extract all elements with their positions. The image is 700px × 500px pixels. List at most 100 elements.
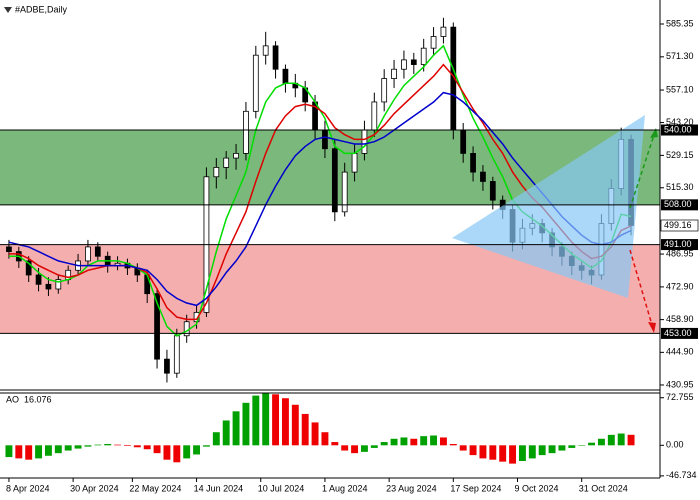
candle-body bbox=[45, 283, 52, 290]
chart-title: #ADBE,Daily bbox=[15, 4, 68, 14]
candle-body bbox=[223, 157, 230, 168]
candle-body bbox=[55, 279, 62, 290]
x-tick-label: 1 Aug 2024 bbox=[322, 483, 368, 493]
candle-body bbox=[213, 167, 220, 178]
y-tick-label: 72.755 bbox=[666, 392, 694, 402]
x-tick-label: 31 Oct 2024 bbox=[579, 483, 628, 493]
ao-bar bbox=[578, 445, 586, 446]
level-label-box bbox=[661, 199, 698, 211]
down-arrow bbox=[629, 249, 653, 326]
ao-bar bbox=[183, 445, 191, 459]
candle-body bbox=[322, 129, 328, 150]
x-tick-label: 14 Jun 2024 bbox=[194, 483, 244, 493]
ao-bar bbox=[163, 445, 171, 460]
ao-bar bbox=[331, 442, 339, 446]
ao-bar bbox=[400, 437, 408, 446]
ao-bar bbox=[212, 432, 220, 446]
ao-bar bbox=[133, 445, 141, 448]
ao-bar bbox=[410, 438, 418, 446]
candle-body bbox=[94, 246, 101, 257]
ao-bar bbox=[44, 445, 52, 456]
ao-bar bbox=[568, 445, 576, 448]
ao-bar bbox=[588, 442, 596, 446]
ao-bar bbox=[469, 445, 477, 456]
candle-body bbox=[381, 78, 388, 103]
candle-body bbox=[489, 181, 496, 201]
ao-bar bbox=[538, 445, 546, 456]
x-tick-label: 10 Jul 2024 bbox=[258, 483, 305, 493]
ao-bar bbox=[143, 445, 151, 450]
ao-bar bbox=[380, 442, 388, 446]
ao-bar bbox=[64, 445, 72, 451]
candle-body bbox=[331, 148, 338, 213]
candle-body bbox=[173, 335, 180, 374]
candle-body bbox=[164, 358, 170, 374]
ao-bar bbox=[173, 445, 181, 463]
ao-bar bbox=[548, 445, 556, 454]
ao-bar bbox=[114, 444, 122, 446]
ao-bar bbox=[489, 445, 497, 460]
ao-bar bbox=[370, 445, 378, 448]
candle-body bbox=[371, 101, 378, 131]
ao-bar bbox=[430, 435, 438, 446]
level-label-box bbox=[661, 239, 698, 251]
candle-body bbox=[35, 274, 42, 285]
candle-body bbox=[25, 260, 32, 276]
ao-bar bbox=[54, 445, 62, 454]
ao-bar bbox=[193, 445, 201, 455]
candle-body bbox=[233, 152, 239, 159]
ao-bar bbox=[351, 445, 359, 454]
x-tick-label: 22 May 2024 bbox=[129, 483, 181, 493]
y-tick-label: 571.30 bbox=[666, 51, 694, 61]
candle-body bbox=[243, 110, 249, 154]
triangle-pattern bbox=[452, 115, 645, 298]
candle-body bbox=[252, 54, 259, 112]
title-icon bbox=[4, 7, 12, 13]
price-label: 499.16 bbox=[664, 220, 692, 230]
candle-body bbox=[480, 171, 486, 182]
ao-bar bbox=[25, 445, 33, 460]
x-tick-label: 17 Sep 2024 bbox=[450, 483, 501, 493]
candle-body bbox=[341, 171, 348, 213]
y-tick-label: 444.90 bbox=[666, 347, 694, 357]
ao-bar bbox=[222, 420, 230, 446]
ao-bar bbox=[272, 394, 280, 446]
ao-bar bbox=[123, 445, 131, 446]
candle-body bbox=[272, 45, 279, 70]
y-tick-label: 543.20 bbox=[666, 117, 694, 127]
down-arrow-head bbox=[648, 322, 656, 333]
ao-bar bbox=[5, 445, 13, 458]
ao-bar bbox=[262, 393, 270, 446]
ao-title: AO bbox=[6, 394, 19, 404]
ao-bar bbox=[94, 444, 102, 446]
ao-bar bbox=[528, 445, 536, 459]
y-tick-label: 515.30 bbox=[666, 182, 694, 192]
x-tick-label: 23 Aug 2024 bbox=[386, 483, 437, 493]
ao-bar bbox=[84, 445, 92, 447]
ao-bar bbox=[499, 445, 507, 462]
ao-bar bbox=[301, 413, 309, 446]
ao-bar bbox=[232, 411, 240, 446]
ao-bar bbox=[479, 445, 487, 459]
ao-bar bbox=[439, 437, 447, 446]
ao-bar bbox=[291, 404, 299, 446]
ao-bar bbox=[153, 445, 161, 454]
ao-bar bbox=[449, 444, 457, 446]
candle-body bbox=[420, 47, 427, 65]
level-label: 491.00 bbox=[664, 239, 692, 249]
candle-body bbox=[440, 26, 447, 37]
y-tick-label: 557.10 bbox=[666, 84, 694, 94]
candle-body bbox=[401, 59, 407, 70]
ao-bar bbox=[420, 436, 428, 446]
y-tick-label: 430.95 bbox=[666, 379, 694, 389]
y-tick-label: 472.90 bbox=[666, 281, 694, 291]
ao-bar bbox=[617, 433, 625, 446]
ao-bar bbox=[518, 445, 526, 461]
candle-body bbox=[470, 152, 476, 173]
candle-body bbox=[85, 246, 91, 262]
ao-bar bbox=[459, 445, 467, 451]
ao-bar bbox=[35, 445, 43, 459]
candle-body bbox=[391, 68, 397, 79]
candle-body bbox=[6, 246, 12, 252]
candle-body bbox=[262, 45, 269, 56]
